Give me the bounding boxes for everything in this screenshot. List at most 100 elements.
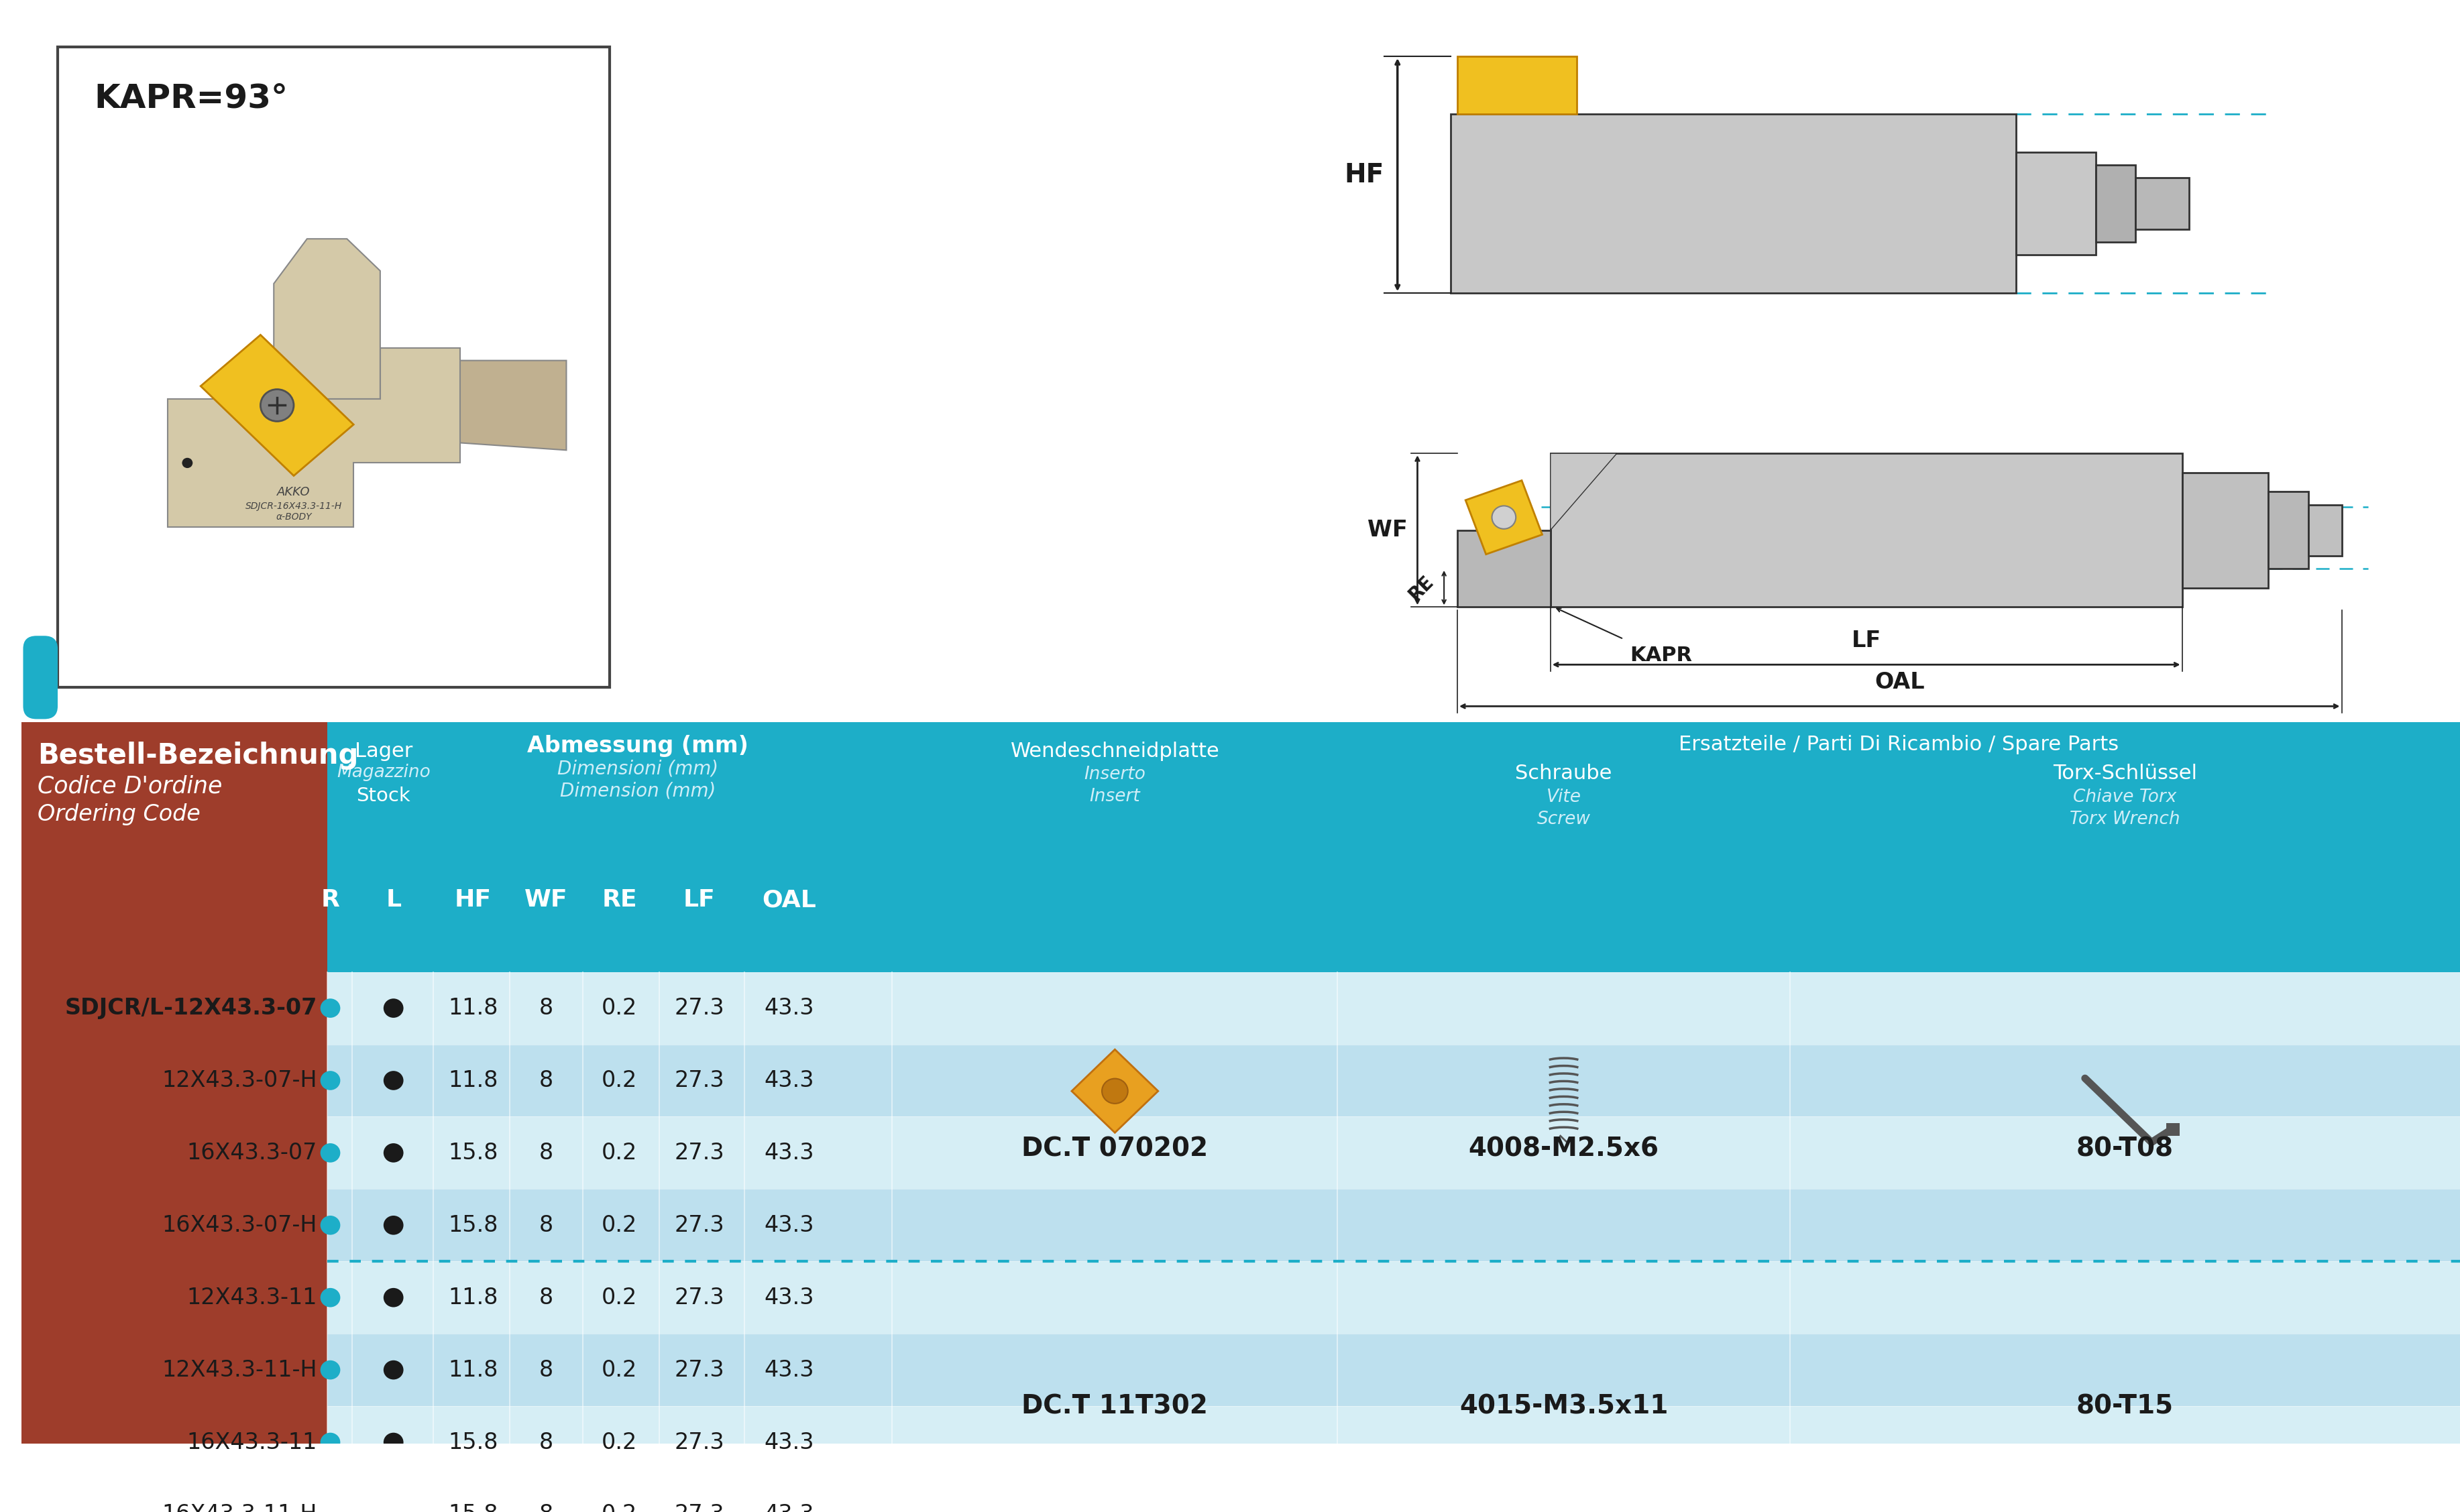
Bar <box>327 1406 2460 1479</box>
Bar <box>327 1261 2460 1334</box>
Text: 43.3: 43.3 <box>765 1142 814 1164</box>
Text: 43.3: 43.3 <box>765 1214 814 1237</box>
Bar <box>327 1045 2460 1117</box>
Text: 43.3: 43.3 <box>765 1359 814 1380</box>
Text: Chiave Torx: Chiave Torx <box>2074 788 2177 806</box>
Circle shape <box>384 998 403 1018</box>
Text: 8: 8 <box>539 1432 554 1453</box>
Text: 16X43.3-07-H: 16X43.3-07-H <box>162 1214 317 1237</box>
Text: 11.8: 11.8 <box>448 996 499 1019</box>
Text: Dimensioni (mm): Dimensioni (mm) <box>558 759 718 779</box>
Text: 15.8: 15.8 <box>448 1142 499 1164</box>
Circle shape <box>320 1288 339 1308</box>
Text: 0.2: 0.2 <box>603 1069 637 1092</box>
Circle shape <box>384 1504 403 1512</box>
Text: 8: 8 <box>539 1503 554 1512</box>
Text: Insert: Insert <box>1090 788 1141 804</box>
Polygon shape <box>1073 1049 1159 1132</box>
FancyBboxPatch shape <box>22 723 327 1512</box>
Bar <box>22 723 2460 1444</box>
Circle shape <box>384 1216 403 1235</box>
Polygon shape <box>202 334 354 476</box>
Bar <box>327 1479 2460 1512</box>
Text: 11.8: 11.8 <box>448 1287 499 1309</box>
Text: 43.3: 43.3 <box>765 1069 814 1092</box>
Circle shape <box>182 458 192 469</box>
Text: 16X43.3-11-H: 16X43.3-11-H <box>162 1503 317 1512</box>
Text: 43.3: 43.3 <box>765 1432 814 1453</box>
Text: 4008-M2.5x6: 4008-M2.5x6 <box>1469 1136 1658 1161</box>
Text: 11.8: 11.8 <box>448 1069 499 1092</box>
Bar <box>327 1117 2460 1188</box>
Text: Inserto: Inserto <box>1085 765 1146 783</box>
Bar <box>1451 113 2015 293</box>
FancyBboxPatch shape <box>22 637 57 720</box>
Polygon shape <box>1466 481 1542 555</box>
Bar <box>57 47 610 686</box>
Text: OAL: OAL <box>763 889 817 912</box>
Text: 15.8: 15.8 <box>448 1214 499 1237</box>
Bar <box>2307 505 2342 556</box>
Bar <box>327 1188 2460 1261</box>
Text: Codice D'ordine: Codice D'ordine <box>37 774 221 797</box>
Text: 27.3: 27.3 <box>674 1142 723 1164</box>
Bar <box>2135 178 2189 230</box>
Text: HF: HF <box>1346 162 1385 187</box>
Text: 11.8: 11.8 <box>448 1359 499 1380</box>
Text: Screw: Screw <box>1538 810 1592 829</box>
Text: 43.3: 43.3 <box>765 996 814 1019</box>
Text: AKKO: AKKO <box>278 485 310 497</box>
Bar <box>2015 153 2096 256</box>
Bar <box>22 723 2460 972</box>
Text: 8: 8 <box>539 1287 554 1309</box>
Polygon shape <box>381 360 566 451</box>
Text: RE: RE <box>1405 572 1437 603</box>
Text: 80-T08: 80-T08 <box>2076 1136 2175 1161</box>
Text: 27.3: 27.3 <box>674 1359 723 1380</box>
Text: L: L <box>386 889 401 912</box>
Text: KAPR: KAPR <box>1631 646 1692 665</box>
Text: Torx-Schlüssel: Torx-Schlüssel <box>2052 764 2197 783</box>
Text: Magazzino: Magazzino <box>337 764 430 782</box>
Text: 27.3: 27.3 <box>674 1069 723 1092</box>
Circle shape <box>384 1288 403 1308</box>
Text: 8: 8 <box>539 1069 554 1092</box>
Text: Torx Wrench: Torx Wrench <box>2069 810 2180 829</box>
Text: SDJCR-16X43.3-11-H: SDJCR-16X43.3-11-H <box>246 502 342 511</box>
Text: 8: 8 <box>539 1359 554 1380</box>
Text: 15.8: 15.8 <box>448 1432 499 1453</box>
Text: KAPR=93°: KAPR=93° <box>93 82 288 113</box>
Text: OAL: OAL <box>1875 671 1924 694</box>
Polygon shape <box>1550 454 1616 531</box>
Text: LF: LF <box>1852 629 1882 652</box>
Text: 8: 8 <box>539 996 554 1019</box>
Text: Ersatzteile / Parti Di Ricambio / Spare Parts: Ersatzteile / Parti Di Ricambio / Spare … <box>1678 735 2118 754</box>
Circle shape <box>261 389 293 422</box>
Text: 43.3: 43.3 <box>765 1503 814 1512</box>
Circle shape <box>320 1216 339 1235</box>
Text: 4015-M3.5x11: 4015-M3.5x11 <box>1459 1394 1668 1418</box>
Text: 0.2: 0.2 <box>603 1359 637 1380</box>
Bar <box>1456 56 1577 113</box>
Text: 16X43.3-11: 16X43.3-11 <box>187 1432 317 1453</box>
Text: 8: 8 <box>539 1214 554 1237</box>
Circle shape <box>320 998 339 1018</box>
Bar <box>2096 165 2135 242</box>
Text: SDJCR/L-12X43.3-07: SDJCR/L-12X43.3-07 <box>64 996 317 1019</box>
Text: RE: RE <box>603 889 637 912</box>
Text: HF: HF <box>455 889 492 912</box>
Text: 0.2: 0.2 <box>603 996 637 1019</box>
Text: 0.2: 0.2 <box>603 1142 637 1164</box>
Bar <box>1456 531 1550 606</box>
Text: DC.T 070202: DC.T 070202 <box>1021 1136 1208 1161</box>
Circle shape <box>384 1143 403 1163</box>
Text: Lager: Lager <box>354 741 413 761</box>
Text: 27.3: 27.3 <box>674 1432 723 1453</box>
Text: 12X43.3-11: 12X43.3-11 <box>187 1287 317 1309</box>
Text: 0.2: 0.2 <box>603 1503 637 1512</box>
Text: WF: WF <box>1368 519 1407 541</box>
Bar <box>1550 454 2182 606</box>
Circle shape <box>1491 507 1515 529</box>
Text: Abmessung (mm): Abmessung (mm) <box>526 735 748 758</box>
Text: 80-T15: 80-T15 <box>2076 1394 2175 1418</box>
